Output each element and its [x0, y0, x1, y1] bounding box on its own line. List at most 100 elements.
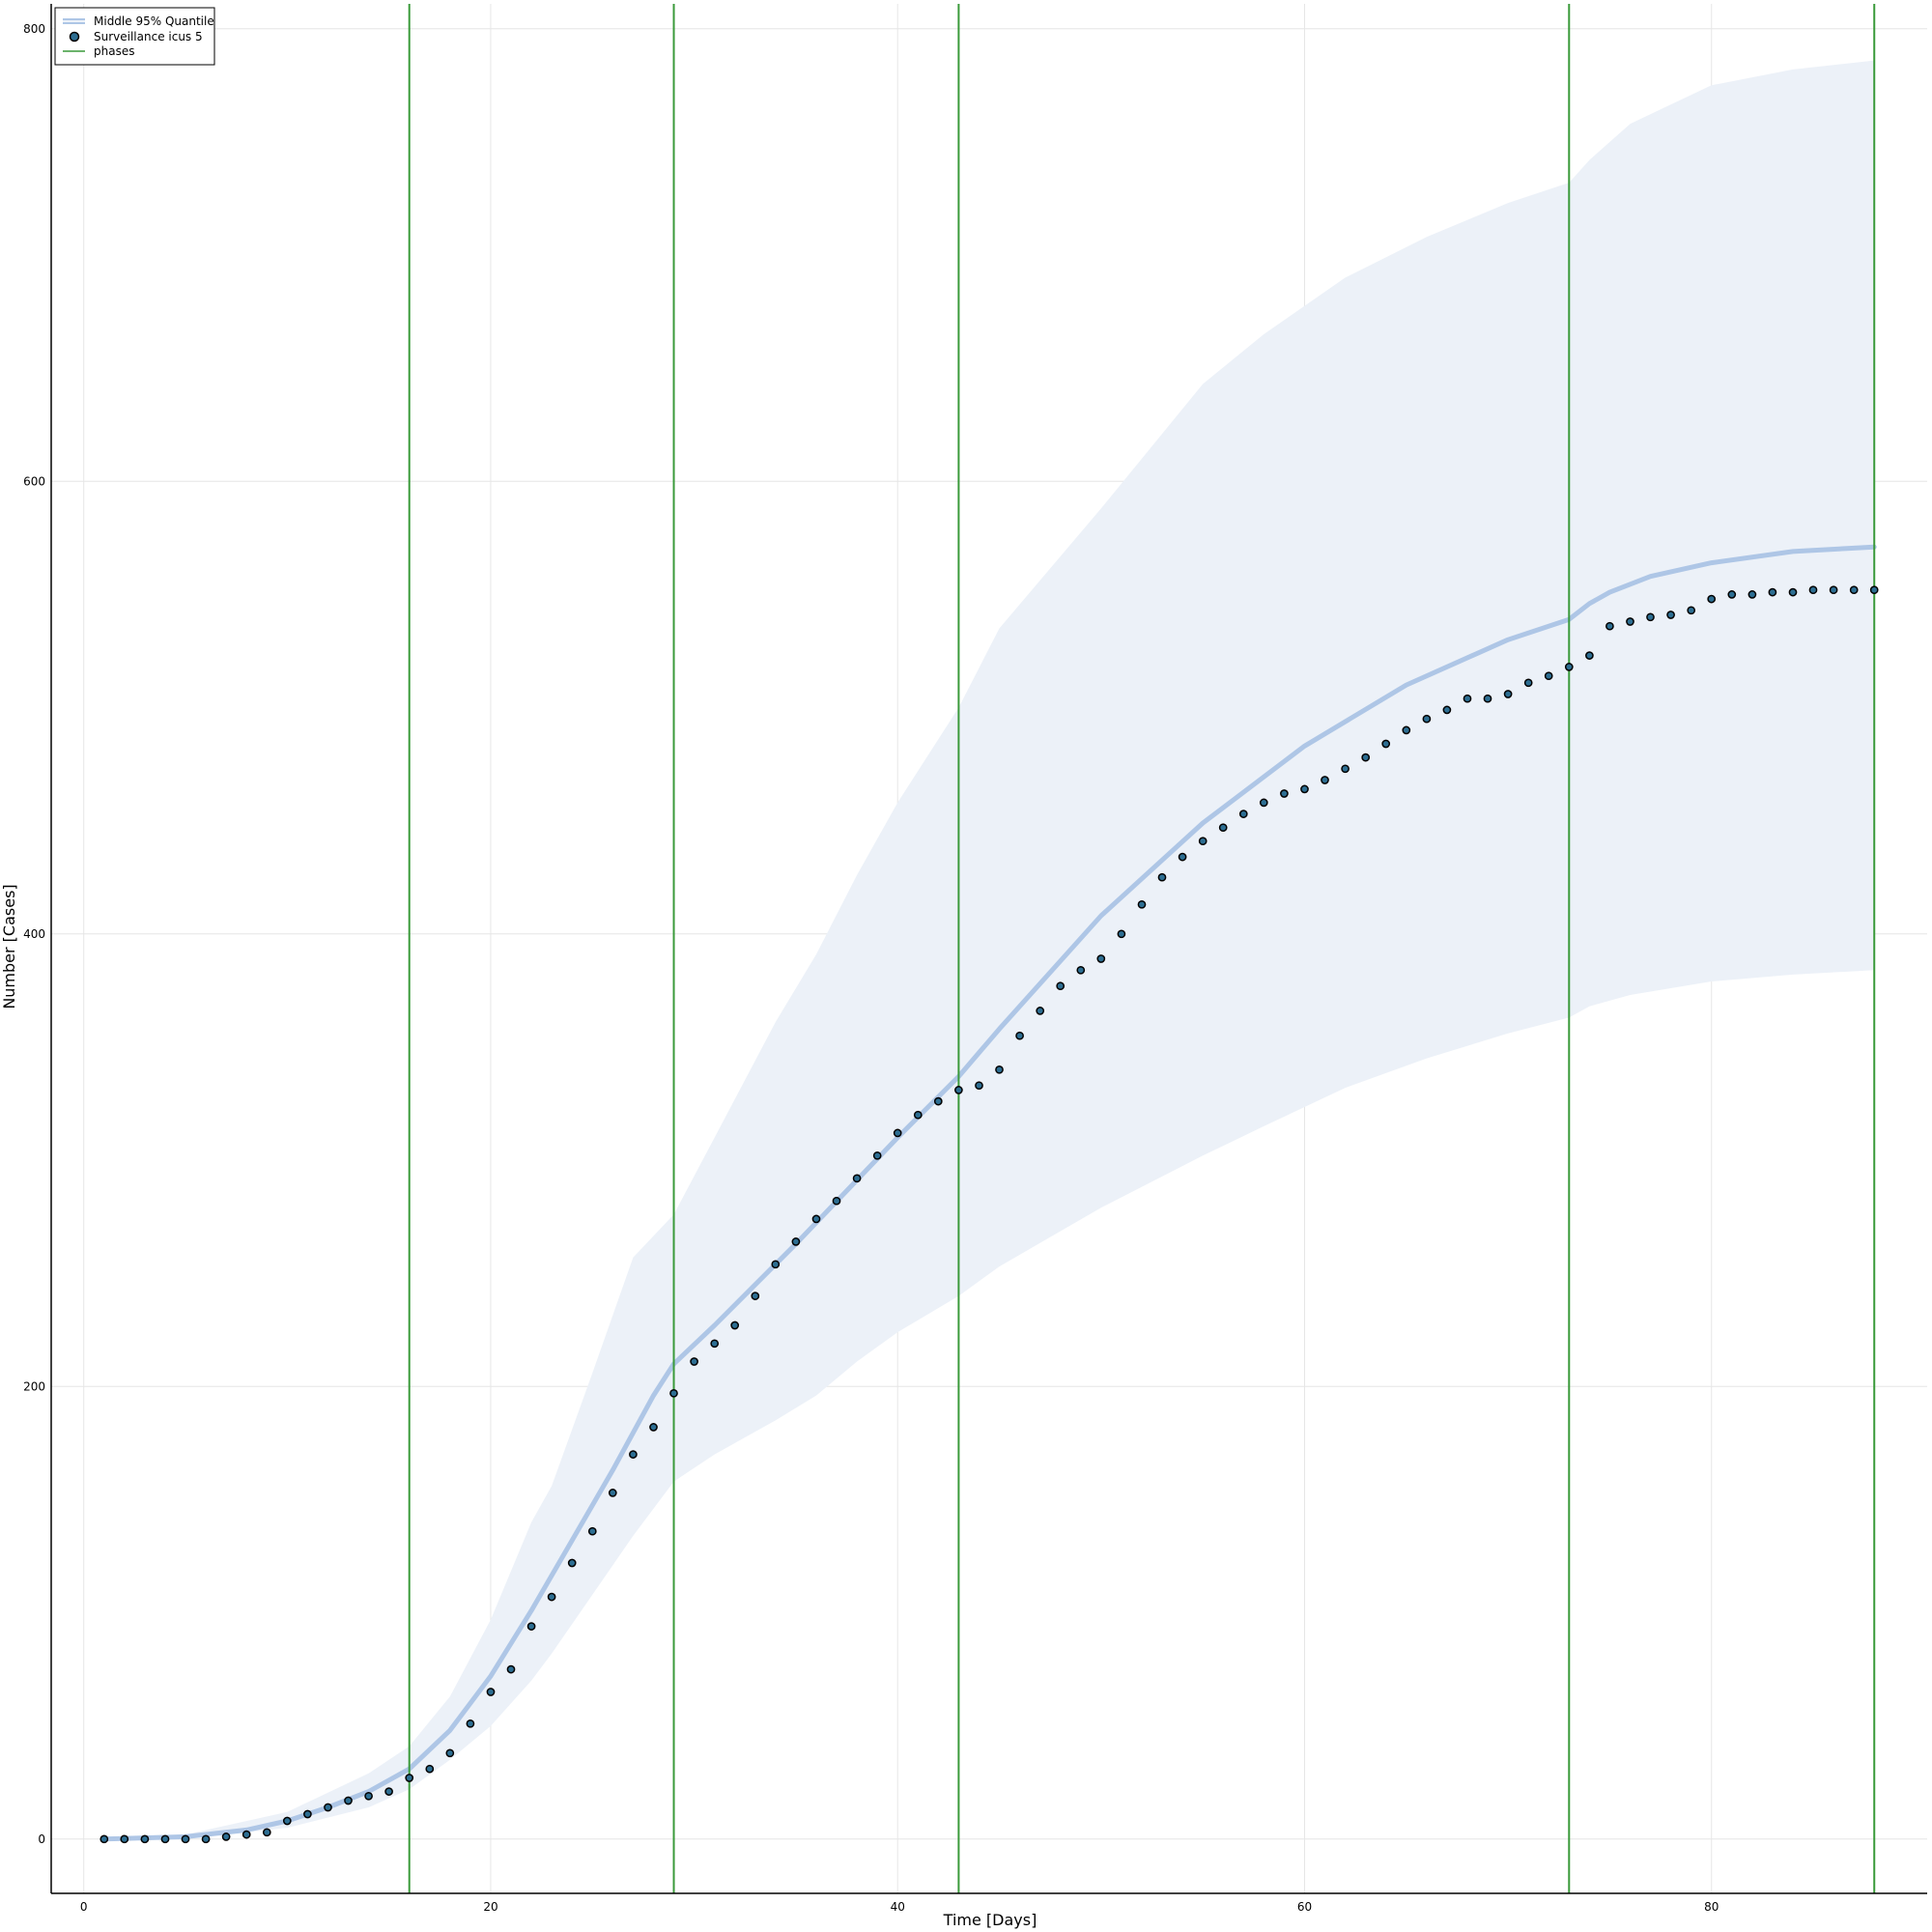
data-point — [1361, 753, 1371, 762]
data-point — [1076, 965, 1086, 975]
surveillance-points-layer — [99, 585, 1879, 1844]
data-point — [1869, 585, 1879, 595]
data-point — [221, 1833, 231, 1841]
data-point — [1523, 678, 1533, 688]
data-point — [1402, 725, 1411, 735]
axes — [50, 4, 1927, 1894]
data-point — [425, 1764, 435, 1774]
data-point — [954, 1086, 963, 1094]
data-point — [1442, 705, 1452, 715]
y-axis-title: Number [Cases] — [0, 884, 18, 1009]
data-point — [1198, 837, 1208, 846]
x-tick-label: 20 — [483, 1900, 497, 1914]
x-axis-title: Time [Days] — [943, 1911, 1037, 1929]
data-point — [1564, 663, 1574, 671]
legend-marker-swatch — [69, 31, 80, 43]
data-point — [913, 1110, 923, 1120]
data-point — [893, 1128, 902, 1138]
data-point — [181, 1834, 190, 1844]
data-point — [1808, 585, 1818, 595]
data-point — [160, 1834, 170, 1844]
x-tick-label: 80 — [1704, 1900, 1719, 1914]
data-point — [445, 1748, 455, 1758]
data-point — [1056, 981, 1065, 991]
data-point — [1381, 739, 1391, 749]
data-point — [506, 1664, 516, 1674]
data-point — [1015, 1031, 1024, 1040]
data-point — [201, 1834, 211, 1844]
data-point — [1605, 621, 1614, 631]
data-point — [608, 1489, 617, 1497]
data-point — [1666, 611, 1675, 619]
data-point — [324, 1803, 332, 1812]
data-point — [1727, 590, 1737, 599]
data-point — [242, 1830, 251, 1839]
data-point — [1321, 776, 1329, 784]
data-point — [262, 1828, 271, 1837]
data-point — [1503, 690, 1513, 698]
data-point — [547, 1592, 556, 1602]
y-tick-label: 400 — [23, 927, 45, 941]
data-point — [995, 1065, 1004, 1074]
data-point — [405, 1774, 414, 1782]
y-tick-label: 200 — [23, 1379, 45, 1393]
data-point — [282, 1816, 292, 1826]
legend-label-phases: phases — [94, 44, 134, 58]
data-point — [384, 1787, 393, 1796]
data-point — [751, 1292, 760, 1300]
data-point — [1137, 899, 1147, 909]
y-tick-label: 600 — [23, 474, 45, 488]
data-point — [832, 1196, 841, 1206]
data-point — [1544, 671, 1553, 681]
legend: Middle 95% Quantile Surveillance icus 5 … — [54, 7, 215, 66]
data-point — [526, 1622, 536, 1631]
x-tick-label: 60 — [1297, 1900, 1312, 1914]
data-point — [344, 1796, 353, 1805]
data-point — [1687, 606, 1696, 615]
data-point — [710, 1339, 720, 1349]
data-point — [730, 1321, 740, 1330]
data-point — [975, 1081, 983, 1091]
legend-label-surveillance: Surveillance icus 5 — [94, 30, 203, 43]
data-point — [364, 1791, 373, 1801]
y-tick-label: 800 — [23, 22, 45, 36]
data-point — [1036, 1007, 1045, 1015]
data-point — [933, 1096, 943, 1106]
legend-box — [54, 7, 215, 66]
data-point — [587, 1526, 597, 1536]
data-point — [486, 1688, 496, 1696]
x-tick-label: 40 — [891, 1900, 905, 1914]
data-point — [1849, 585, 1859, 595]
data-point — [1096, 954, 1106, 963]
legend-label-quantile: Middle 95% Quantile — [94, 14, 214, 28]
data-point — [1747, 590, 1757, 599]
data-point — [1646, 612, 1655, 622]
data-point — [1768, 587, 1777, 597]
quantile-band-layer — [103, 60, 1875, 1839]
data-point — [1463, 694, 1472, 703]
data-point — [1585, 651, 1594, 660]
data-point — [1422, 714, 1432, 724]
x-tick-label: 0 — [80, 1900, 88, 1914]
data-point — [303, 1809, 312, 1819]
data-point — [99, 1834, 109, 1844]
data-point — [791, 1237, 801, 1246]
data-point — [690, 1357, 698, 1366]
data-point — [466, 1719, 475, 1728]
data-point — [852, 1174, 862, 1183]
data-point — [1259, 798, 1268, 808]
data-point — [1707, 594, 1717, 604]
data-point — [771, 1260, 781, 1269]
quantile-band — [103, 60, 1875, 1839]
data-point — [811, 1214, 821, 1224]
data-point — [669, 1388, 678, 1398]
data-point — [1280, 789, 1289, 798]
data-point — [567, 1558, 577, 1568]
data-point — [120, 1834, 129, 1844]
data-point — [1626, 617, 1634, 626]
y-tick-label: 0 — [38, 1833, 45, 1846]
data-point — [872, 1151, 882, 1160]
data-point — [649, 1423, 658, 1432]
